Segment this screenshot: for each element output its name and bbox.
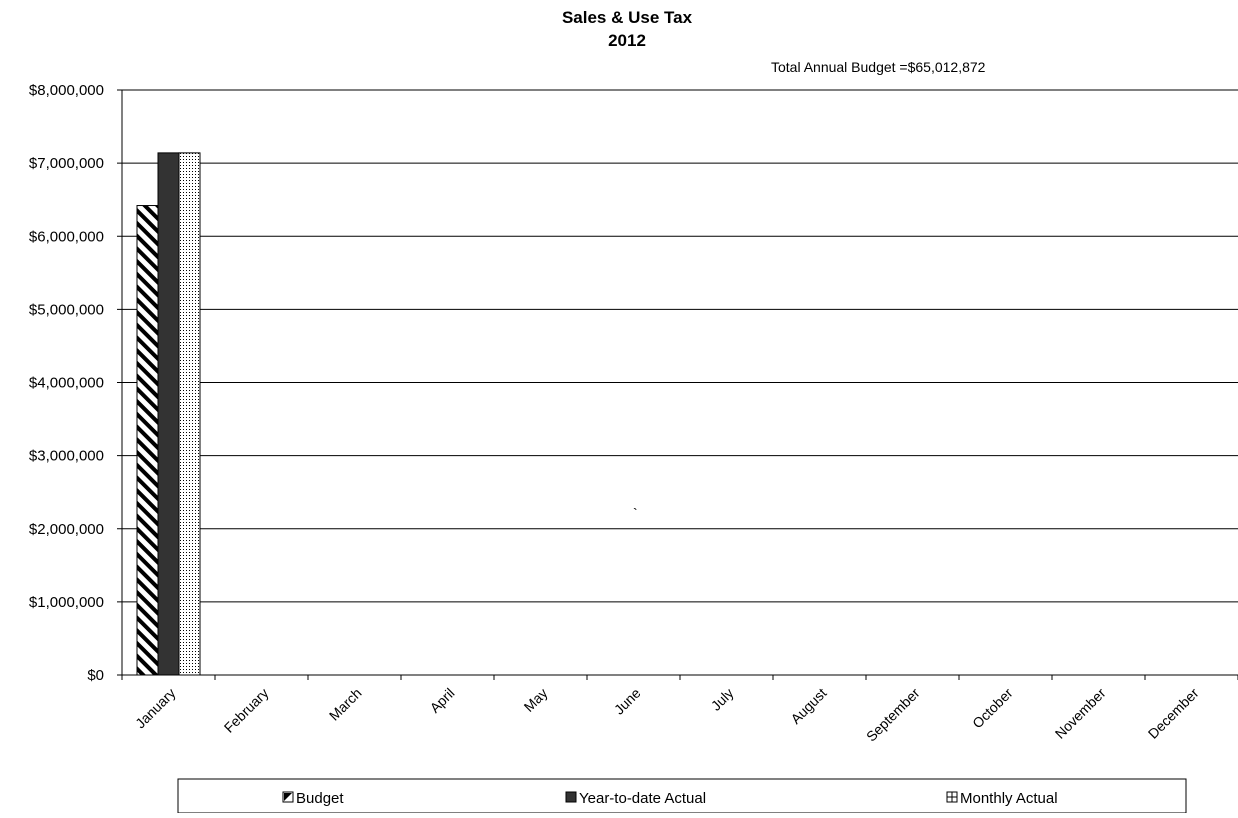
bars [136,152,201,676]
y-tick-label-4: $4,000,000 [29,375,104,392]
legend-item-ytd-actual: Year-to-date Actual [565,790,706,807]
x-tick-label-march: March [326,685,365,724]
gridlines [117,89,1238,676]
x-tick-label-september: September [863,685,923,745]
y-tick-label-3: $3,000,000 [29,448,104,465]
y-tick-label-1: $1,000,000 [29,594,104,611]
x-tick-label-may: May [521,685,551,715]
x-tick-label-february: February [221,685,272,736]
y-tick-label-7: $7,000,000 [29,155,104,172]
legend-label-monthly-actual: Monthly Actual [960,790,1058,807]
legend-label-budget: Budget [296,790,344,807]
bar-monthly-actual-january [178,152,201,676]
x-tick-label-october: October [969,685,1016,732]
x-tick-label-december: December [1145,685,1202,742]
bar-budget-january [136,205,159,676]
x-tick-label-june: June [611,685,644,718]
legend-swatch-budget-fill [284,793,292,801]
x-tick-label-april: April [426,685,457,716]
y-tick-label-8: $8,000,000 [29,82,104,99]
x-tick-label-november: November [1052,685,1109,742]
y-tick-label-5: $5,000,000 [29,301,104,318]
y-axis-tick-labels: $0 $1,000,000 $2,000,000 $3,000,000 $4,000,0… [29,82,104,684]
legend-frame [177,778,1187,814]
legend-label-ytd-actual: Year-to-date Actual [579,790,706,807]
chart-subtitle: 2012 [608,31,646,50]
x-tick-label-august: August [787,685,829,727]
stray-mark: ` [633,505,638,521]
legend-swatch-ytd-actual [565,791,577,803]
legend: Budget Year-to-date Actual Monthly Actua… [177,778,1187,814]
y-tick-label-0: $0 [87,667,104,684]
x-axis-tick-labels: January February March April May June July Augu… [132,685,1202,745]
legend-item-budget: Budget [282,790,344,807]
chart-title: Sales & Use Tax [562,8,693,27]
axes [121,90,1238,680]
total-budget-annotation: Total Annual Budget =$65,012,872 [771,59,986,75]
x-tick-label-january: January [132,685,179,732]
bar-year-to-date-actual-january [157,152,180,676]
y-tick-label-6: $6,000,000 [29,228,104,245]
x-tick-label-july: July [708,685,737,714]
y-tick-label-2: $2,000,000 [29,521,104,538]
legend-item-monthly-actual: Monthly Actual [946,790,1058,807]
